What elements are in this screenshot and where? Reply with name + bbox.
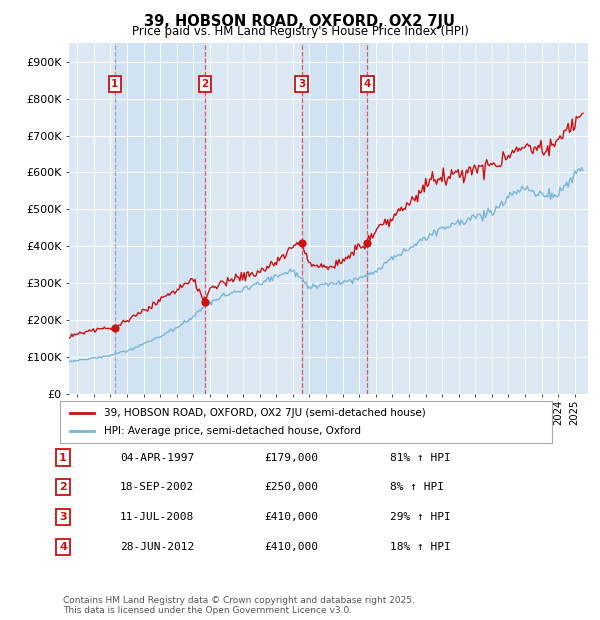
Text: £410,000: £410,000 [264, 542, 318, 552]
Text: 2: 2 [59, 482, 67, 492]
Text: 29% ↑ HPI: 29% ↑ HPI [390, 512, 451, 522]
Point [362, 237, 372, 247]
Text: 3: 3 [59, 512, 67, 522]
Text: £410,000: £410,000 [264, 512, 318, 522]
Point [297, 237, 307, 247]
Text: £250,000: £250,000 [264, 482, 318, 492]
Text: 4: 4 [364, 79, 371, 89]
Text: HPI: Average price, semi-detached house, Oxford: HPI: Average price, semi-detached house,… [104, 427, 361, 436]
Text: 39, HOBSON ROAD, OXFORD, OX2 7JU (semi-detached house): 39, HOBSON ROAD, OXFORD, OX2 7JU (semi-d… [104, 408, 426, 418]
Point [200, 296, 210, 306]
Text: 4: 4 [59, 542, 67, 552]
Text: 39, HOBSON ROAD, OXFORD, OX2 7JU: 39, HOBSON ROAD, OXFORD, OX2 7JU [145, 14, 455, 29]
Text: 81% ↑ HPI: 81% ↑ HPI [390, 453, 451, 463]
Text: 8% ↑ HPI: 8% ↑ HPI [390, 482, 444, 492]
Bar [115, 43, 205, 394]
Text: £179,000: £179,000 [264, 453, 318, 463]
Bar [302, 43, 367, 394]
Text: 28-JUN-2012: 28-JUN-2012 [120, 542, 194, 552]
Text: 2: 2 [202, 79, 209, 89]
Text: 18-SEP-2002: 18-SEP-2002 [120, 482, 194, 492]
Text: Price paid vs. HM Land Registry's House Price Index (HPI): Price paid vs. HM Land Registry's House … [131, 25, 469, 38]
Text: 3: 3 [298, 79, 305, 89]
Text: 11-JUL-2008: 11-JUL-2008 [120, 512, 194, 522]
Text: 18% ↑ HPI: 18% ↑ HPI [390, 542, 451, 552]
Text: 1: 1 [59, 453, 67, 463]
Text: Contains HM Land Registry data © Crown copyright and database right 2025.
This d: Contains HM Land Registry data © Crown c… [63, 596, 415, 615]
Point [110, 323, 120, 333]
Text: 1: 1 [112, 79, 119, 89]
Text: 04-APR-1997: 04-APR-1997 [120, 453, 194, 463]
